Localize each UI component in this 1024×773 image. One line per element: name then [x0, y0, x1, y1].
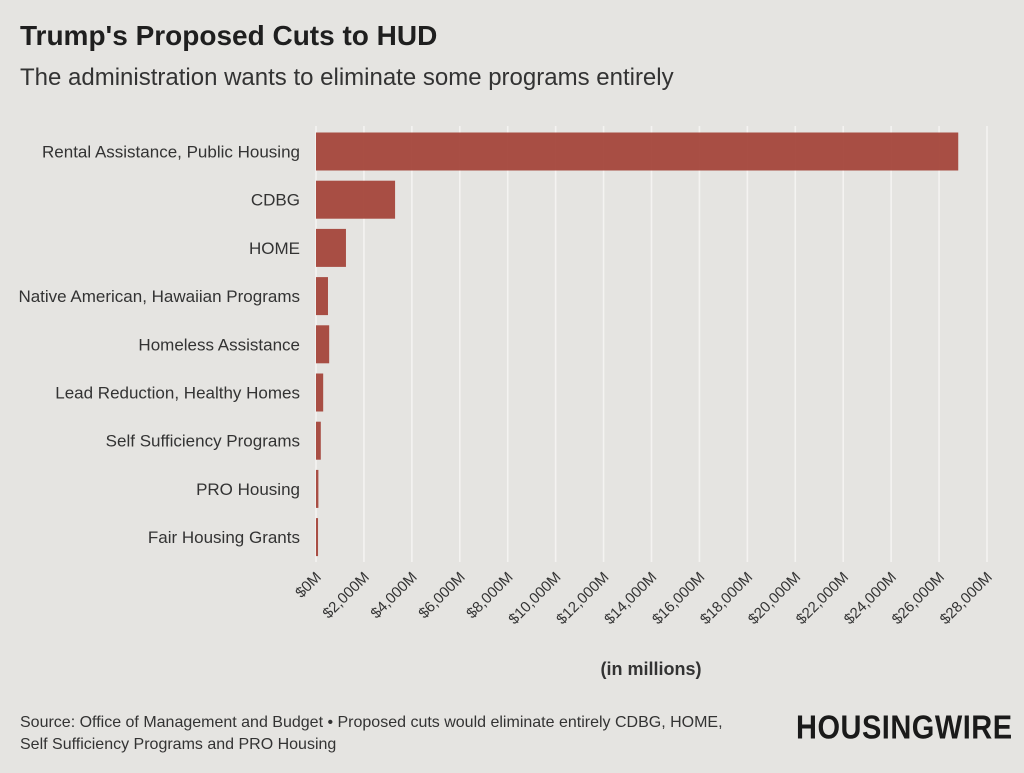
- chart-title: Trump's Proposed Cuts to HUD: [20, 20, 438, 51]
- category-label: Self Sufficiency Programs: [106, 432, 300, 451]
- category-label: Fair Housing Grants: [148, 528, 300, 547]
- grid-lines: [315, 126, 988, 562]
- source-line-2: Self Sufficiency Programs and PRO Housin…: [20, 736, 337, 753]
- bar: [316, 180, 396, 219]
- source-line-1: Source: Office of Management and Budget …: [20, 714, 723, 731]
- x-tick-label: $6,000M: [415, 569, 468, 622]
- bars: [316, 132, 959, 557]
- bar: [316, 421, 321, 460]
- bar: [316, 132, 959, 171]
- bar: [316, 277, 328, 316]
- category-label: Native American, Hawaiian Programs: [18, 287, 300, 306]
- bar: [316, 518, 319, 557]
- bar-chart: Rental Assistance, Public Housing CDBG HOM…: [18, 126, 996, 679]
- source-note: Source: Office of Management and Budget …: [20, 712, 780, 756]
- category-label: CDBG: [251, 191, 300, 210]
- category-label: PRO Housing: [196, 480, 300, 499]
- bar: [316, 325, 330, 364]
- category-labels: Rental Assistance, Public Housing CDBG HOM…: [18, 143, 300, 548]
- category-label: Rental Assistance, Public Housing: [42, 143, 300, 162]
- x-tick-labels: $0M$2,000M$4,000M$6,000M$8,000M$10,000M$…: [292, 569, 996, 628]
- x-axis-label: (in millions): [601, 659, 702, 679]
- category-label: Homeless Assistance: [138, 335, 300, 354]
- bar: [316, 373, 324, 412]
- x-tick-label: $28,000M: [937, 569, 996, 628]
- x-tick-label: $2,000M: [319, 569, 372, 622]
- chart-subtitle: The administration wants to eliminate so…: [20, 64, 674, 91]
- category-label: HOME: [249, 239, 300, 258]
- housingwire-logo: HOUSINGWIRE: [796, 709, 1013, 747]
- bar: [316, 469, 319, 508]
- x-tick-label: $0M: [292, 569, 325, 602]
- category-label: Lead Reduction, Healthy Homes: [55, 384, 300, 403]
- bar: [316, 228, 346, 267]
- x-tick-label: $4,000M: [367, 569, 420, 622]
